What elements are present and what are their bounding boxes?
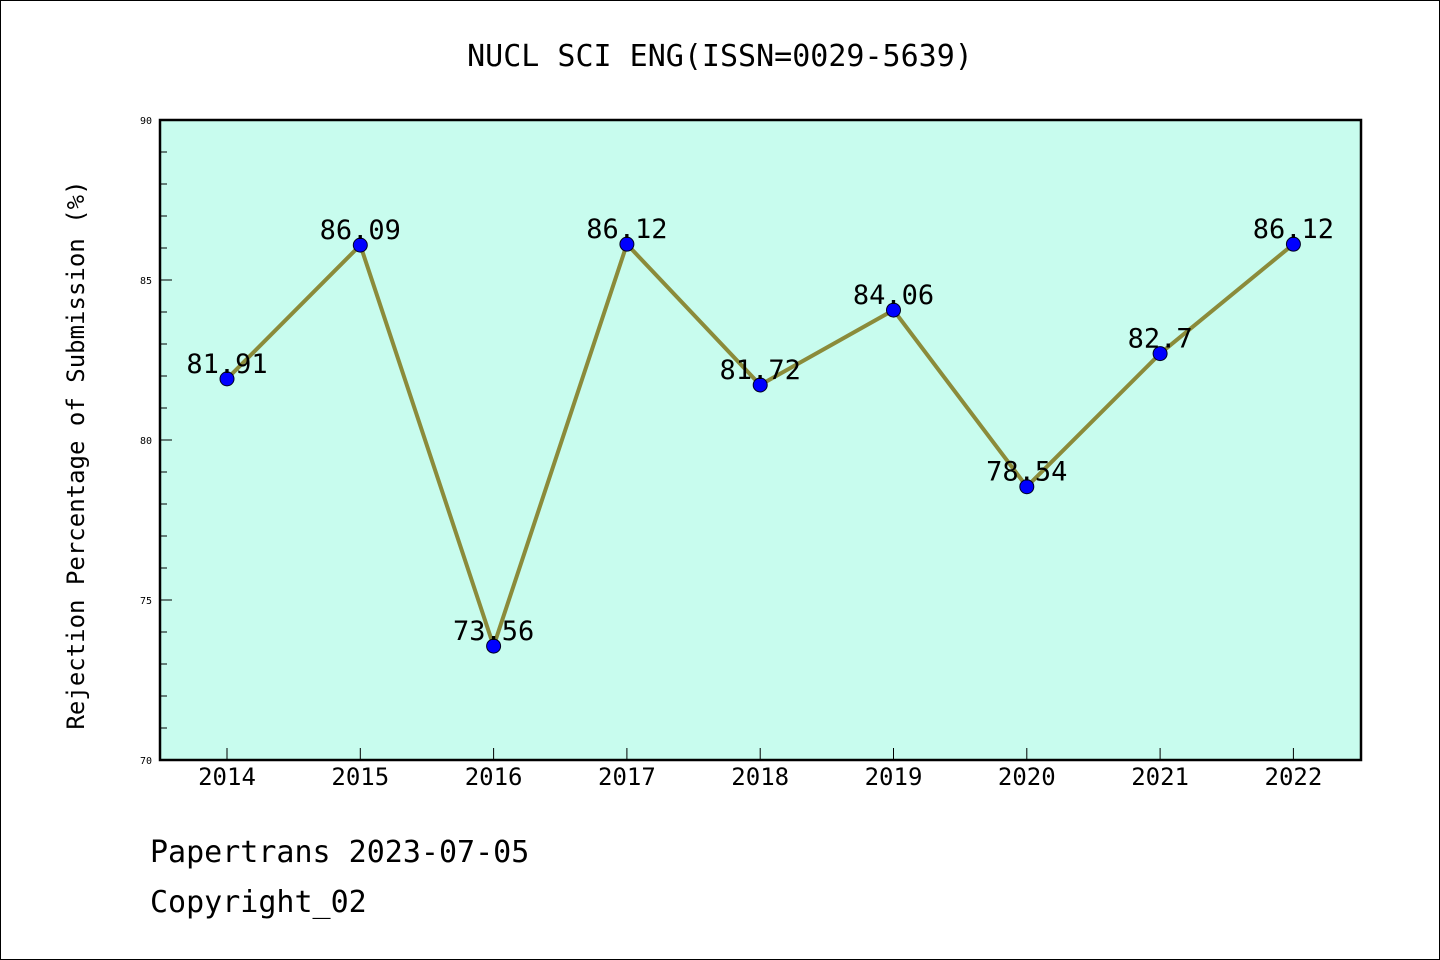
footer-copyright: Copyright_02 — [150, 885, 367, 920]
footer-date: Papertrans 2023-07-05 — [150, 835, 530, 870]
plot-area — [160, 120, 1361, 760]
data-label: 86.12 — [586, 214, 667, 245]
data-point — [752, 377, 768, 393]
y-tick-label: 90 — [140, 116, 152, 127]
data-point — [886, 302, 901, 318]
data-label: 81.72 — [720, 355, 801, 386]
y-tick-label: 75 — [140, 596, 152, 607]
data-point — [1285, 236, 1301, 252]
x-tick-label: 2018 — [731, 763, 789, 791]
data-point — [352, 237, 368, 253]
x-tick-label: 2019 — [865, 763, 923, 791]
data-label: 86.09 — [320, 215, 401, 246]
chart-title: NUCL SCI ENG(ISSN=0029-5639) — [467, 39, 973, 74]
x-tick-label: 2015 — [331, 763, 389, 791]
x-tick-label: 2014 — [198, 763, 256, 791]
data-point — [219, 371, 235, 387]
x-tick-label: 2020 — [998, 763, 1056, 791]
data-point — [486, 638, 502, 654]
x-tick-label: 2017 — [598, 763, 656, 791]
y-axis-label: Rejection Percentage of Submission (%) — [62, 180, 90, 729]
data-point — [619, 236, 635, 252]
x-axis: 2014 2015 2016 2017 2018 2019 2020 2021 2022 — [198, 748, 1322, 791]
x-tick-label: 2021 — [1131, 763, 1189, 791]
y-tick-label: 70 — [140, 756, 152, 767]
data-label: 84.06 — [853, 280, 934, 311]
data-label: 86.12 — [1253, 214, 1334, 245]
x-tick-label: 2016 — [465, 763, 523, 791]
data-point — [1152, 346, 1168, 362]
data-point — [1019, 479, 1035, 495]
data-label: 73.56 — [453, 616, 534, 647]
x-tick-label: 2022 — [1265, 763, 1323, 791]
plot-border — [158, 118, 1363, 762]
y-axis: 70 75 80 85 90 — [140, 116, 172, 767]
data-label: 81.91 — [186, 349, 267, 380]
y-tick-label: 80 — [140, 436, 152, 447]
data-label: 82.7 — [1128, 324, 1193, 355]
data-label: 78.54 — [986, 457, 1067, 488]
series: 81.91 86.09 73.56 86.12 81.72 84.06 78.54 82.7 8… — [186, 214, 1334, 654]
y-tick-label: 85 — [140, 276, 152, 287]
